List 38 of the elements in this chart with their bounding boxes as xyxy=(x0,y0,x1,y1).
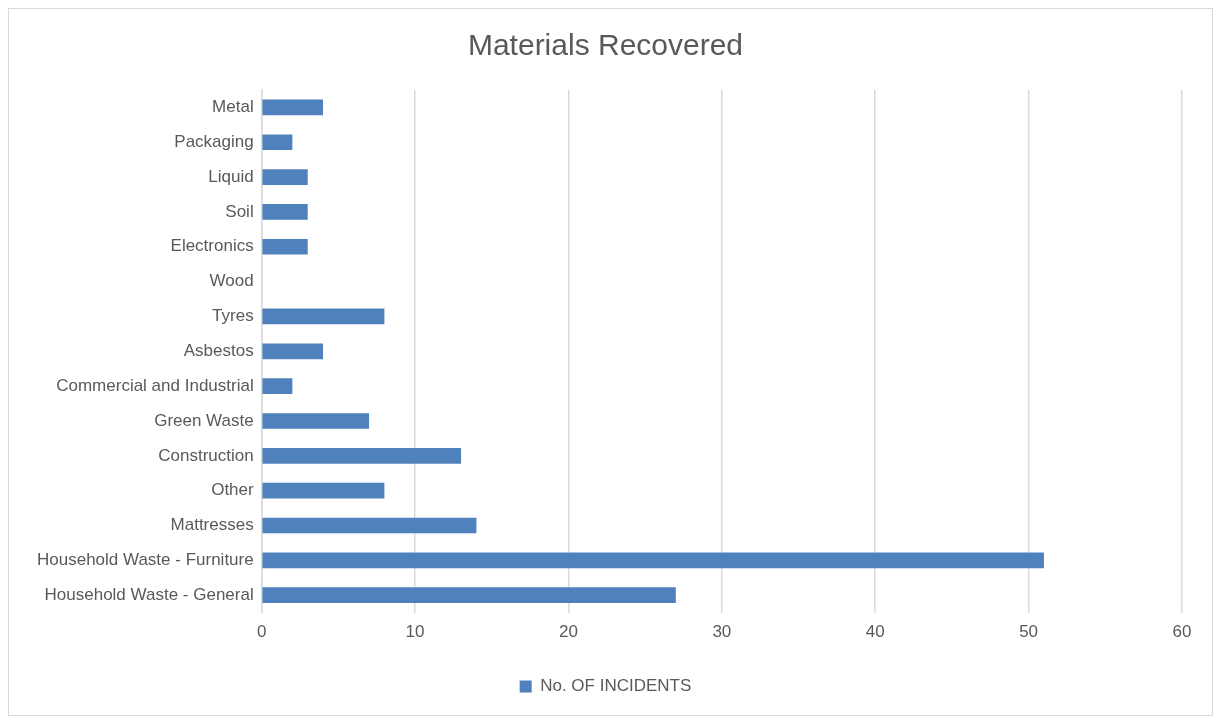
chart-title: Materials Recovered xyxy=(467,28,744,62)
bar xyxy=(262,447,462,464)
bar xyxy=(262,169,308,185)
bar xyxy=(262,134,293,151)
y-tick-label: Soil xyxy=(225,201,254,221)
y-tick-label: Liquid xyxy=(208,166,254,186)
y-tick-label: Green Waste xyxy=(154,410,254,430)
bar xyxy=(262,413,370,429)
x-tick-label: 40 xyxy=(865,622,885,642)
y-tick-label: Household Waste - General xyxy=(44,584,254,604)
y-tick-label: Metal xyxy=(212,97,254,117)
x-tick-label: 60 xyxy=(1172,622,1192,642)
y-tick-label: Asbestos xyxy=(183,340,254,360)
bar xyxy=(262,587,676,604)
bar xyxy=(262,238,308,255)
y-tick-label: Construction xyxy=(158,445,254,465)
bar xyxy=(262,552,1044,569)
x-tick-label: 50 xyxy=(1019,622,1039,642)
y-tick-label: Household Waste - Furniture xyxy=(37,550,254,570)
y-tick-label: Tyres xyxy=(212,306,254,326)
x-tick-label: 30 xyxy=(712,622,732,642)
bar xyxy=(262,378,293,394)
y-tick-label: Wood xyxy=(209,271,254,291)
bar xyxy=(262,204,308,220)
bar xyxy=(262,99,324,116)
bar xyxy=(262,482,385,499)
bar xyxy=(262,343,324,360)
y-tick-label: Other xyxy=(211,480,255,500)
legend-label: No. OF INCIDENTS xyxy=(540,676,692,696)
bar xyxy=(262,308,385,325)
x-tick-label: 20 xyxy=(558,622,578,642)
y-tick-label: Commercial and Industrial xyxy=(56,375,254,395)
bar xyxy=(262,517,477,534)
y-tick-label: Mattresses xyxy=(170,515,254,535)
y-tick-label: Packaging xyxy=(174,131,254,151)
x-tick-label: 0 xyxy=(256,622,267,642)
x-tick-label: 10 xyxy=(405,622,425,642)
y-tick-label: Electronics xyxy=(170,236,254,256)
